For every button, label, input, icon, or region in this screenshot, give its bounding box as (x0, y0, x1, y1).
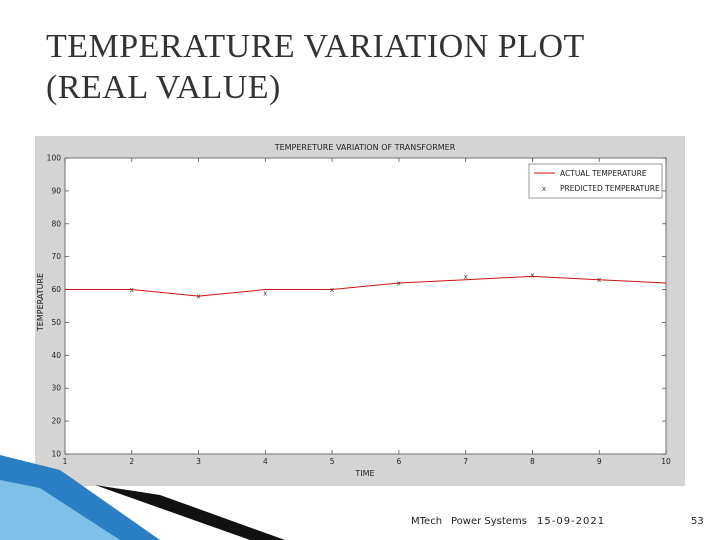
legend: ACTUAL TEMPERATURE x PREDICTED TEMPERATU… (528, 163, 663, 199)
x-tick-label: 5 (330, 457, 335, 466)
x-tick-label: 8 (530, 457, 535, 466)
predicted-point: x (464, 273, 468, 281)
y-tick-label: 100 (47, 154, 62, 163)
x-tick-label: 7 (463, 457, 468, 466)
chart-title: TEMPERETURE VARIATION OF TRANSFORMER (274, 143, 456, 152)
x-tick-label: 2 (129, 457, 134, 466)
x-tick-label: 9 (597, 457, 602, 466)
y-tick-label: 80 (51, 219, 61, 228)
y-tick-label: 50 (51, 318, 61, 327)
slide-title-line2: (REAL VALUE) (46, 69, 281, 106)
tick-layer: 1 2 3 4 5 6 7 8 9 10 10 20 30 40 50 60 70 80 90 100 (47, 154, 671, 467)
legend-box (528, 163, 663, 199)
x-tick-label: 4 (263, 457, 268, 466)
deco-dark-swoosh (95, 485, 285, 540)
corner-decoration (0, 455, 285, 540)
legend-actual-label: ACTUAL TEMPERATURE (560, 169, 647, 178)
y-tick-label: 20 (51, 417, 61, 426)
predicted-point: x (397, 279, 401, 287)
x-tick-label: 6 (396, 457, 401, 466)
slide-title: TEMPERATURE VARIATION PLOT (REAL VALUE) (46, 26, 686, 108)
x-tick-label: 10 (661, 457, 671, 466)
y-tick-label: 40 (51, 351, 61, 360)
page-number: 53 (691, 516, 704, 527)
footer-author: MTech (411, 516, 443, 527)
x-axis-label: TIME (354, 469, 374, 478)
x-tick-label: 1 (63, 457, 68, 466)
predicted-point: x (263, 289, 267, 297)
y-tick-label: 70 (51, 252, 61, 261)
deco-light-swoosh (0, 480, 120, 540)
y-tick-label: 30 (51, 384, 61, 393)
predicted-marker-layer: x x x x x x x x (130, 271, 602, 300)
legend-predicted-label: PREDICTED TEMPERATURE (560, 184, 660, 193)
predicted-point: x (130, 286, 134, 294)
footer-topic: Power Systems (451, 516, 527, 527)
actual-temperature-line (65, 275, 667, 297)
slide-title-line1: TEMPERATURE VARIATION PLOT (46, 28, 585, 65)
predicted-point: x (196, 293, 200, 301)
predicted-point: x (330, 286, 334, 294)
y-axis-label: TEMPERATURE (36, 273, 45, 332)
y-tick-label: 90 (51, 186, 61, 195)
y-tick-label: 10 (51, 450, 61, 459)
x-tick-label: 3 (196, 457, 201, 466)
predicted-point: x (597, 276, 601, 284)
legend-predicted-marker: x (542, 185, 546, 193)
y-tick-label: 60 (51, 285, 61, 294)
footer-date: 15-09-2021 (537, 516, 606, 527)
predicted-point: x (530, 271, 534, 279)
plot-area (64, 157, 667, 455)
